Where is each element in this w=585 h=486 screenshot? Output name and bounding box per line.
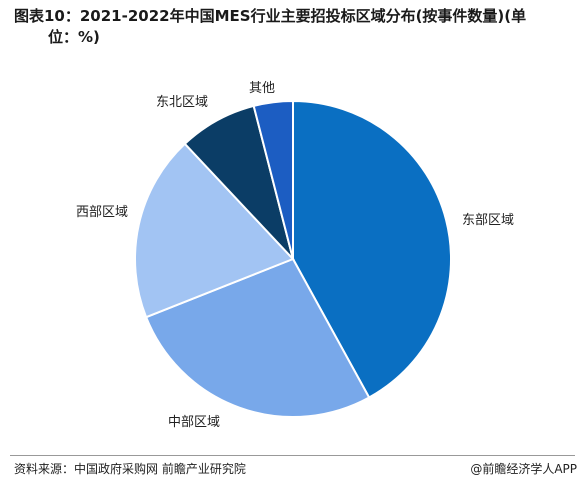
chart-title-line-1: 图表10：2021-2022年中国MES行业主要招投标区域分布(按事件数量)(单 bbox=[14, 7, 527, 25]
source-note: 资料来源：中国政府采购网 前瞻产业研究院 bbox=[14, 462, 246, 476]
pie-slice-2 bbox=[144, 257, 371, 418]
footer-divider bbox=[10, 455, 575, 456]
pie-label-5: 其他 bbox=[249, 81, 275, 96]
pie-slice-5 bbox=[252, 99, 294, 260]
pie-slice-3 bbox=[134, 142, 295, 319]
pie-label-2: 中部区域 bbox=[168, 415, 220, 430]
pie-label-4: 东北区域 bbox=[156, 95, 208, 110]
pie-label-1: 东部区域 bbox=[462, 213, 514, 228]
chart-title: 图表10：2021-2022年中国MES行业主要招投标区域分布(按事件数量)(单… bbox=[14, 6, 574, 48]
chart-title-line-2: 位：%) bbox=[48, 28, 100, 46]
pie-slice-1 bbox=[292, 99, 452, 399]
pie-slices bbox=[134, 99, 452, 418]
pie-label-3: 西部区域 bbox=[76, 205, 128, 220]
publisher-credit: @前瞻经济学人APP bbox=[470, 462, 577, 476]
